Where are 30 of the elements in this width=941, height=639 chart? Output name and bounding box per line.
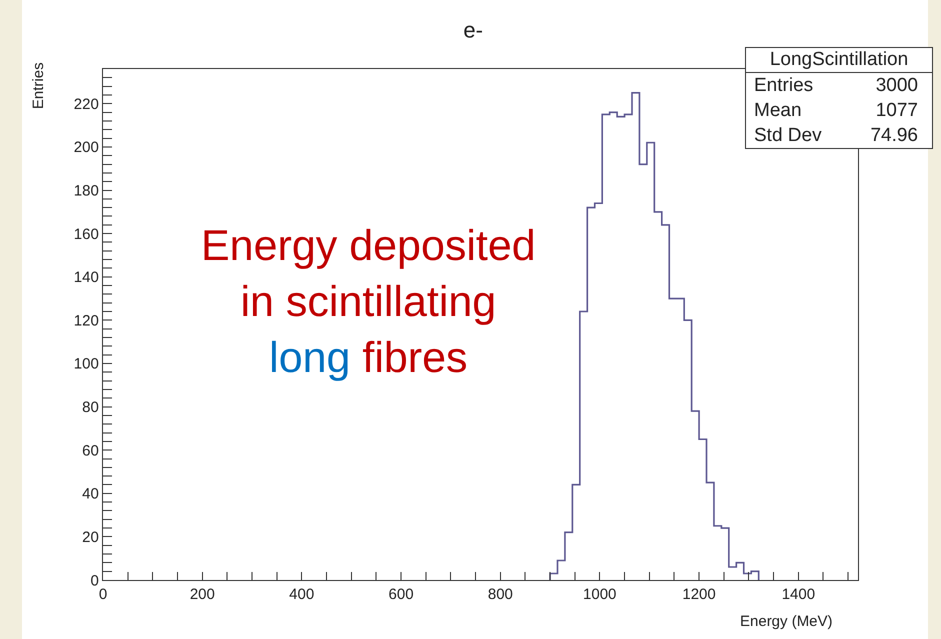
y-tick-label: 200 bbox=[74, 139, 99, 156]
chart-title: e- bbox=[463, 18, 483, 43]
y-tick-label: 80 bbox=[82, 399, 99, 416]
annotation: Std Dev bbox=[754, 124, 822, 148]
x-tick-label: 200 bbox=[190, 586, 215, 604]
y-tick-label: 0 bbox=[90, 572, 99, 590]
y-tick-label: 100 bbox=[74, 356, 99, 373]
y-tick-label: 40 bbox=[82, 486, 99, 503]
text: 74.96 bbox=[870, 125, 918, 146]
x-tick-label: 400 bbox=[289, 586, 314, 604]
text: 3000 bbox=[876, 75, 918, 96]
y-axis-title: Entries bbox=[30, 62, 48, 110]
y-tick-label: 160 bbox=[74, 226, 99, 243]
annotation: LongScintillation bbox=[746, 48, 932, 73]
y-tick-label: 20 bbox=[82, 528, 99, 546]
x-tick-label: 800 bbox=[488, 586, 513, 604]
x-tick-label: 1000 bbox=[583, 586, 616, 604]
x-axis-title: Energy (MeV) bbox=[740, 613, 833, 630]
x-tick-label: 1400 bbox=[782, 586, 816, 604]
y-tick-label: 120 bbox=[74, 312, 99, 330]
y-tick-label: 140 bbox=[74, 269, 99, 286]
text: 1077 bbox=[876, 100, 918, 121]
y-tick-label: 220 bbox=[74, 96, 99, 113]
annotation: Mean bbox=[754, 99, 802, 123]
annotation: Entries bbox=[754, 74, 814, 98]
y-tick-label: 60 bbox=[82, 442, 99, 460]
x-tick-label: 600 bbox=[388, 586, 414, 604]
x-tick-label: 1200 bbox=[682, 586, 716, 604]
y-tick-label: 180 bbox=[74, 182, 99, 200]
text: Energy deposited in scintillating long fibres bbox=[201, 222, 536, 382]
